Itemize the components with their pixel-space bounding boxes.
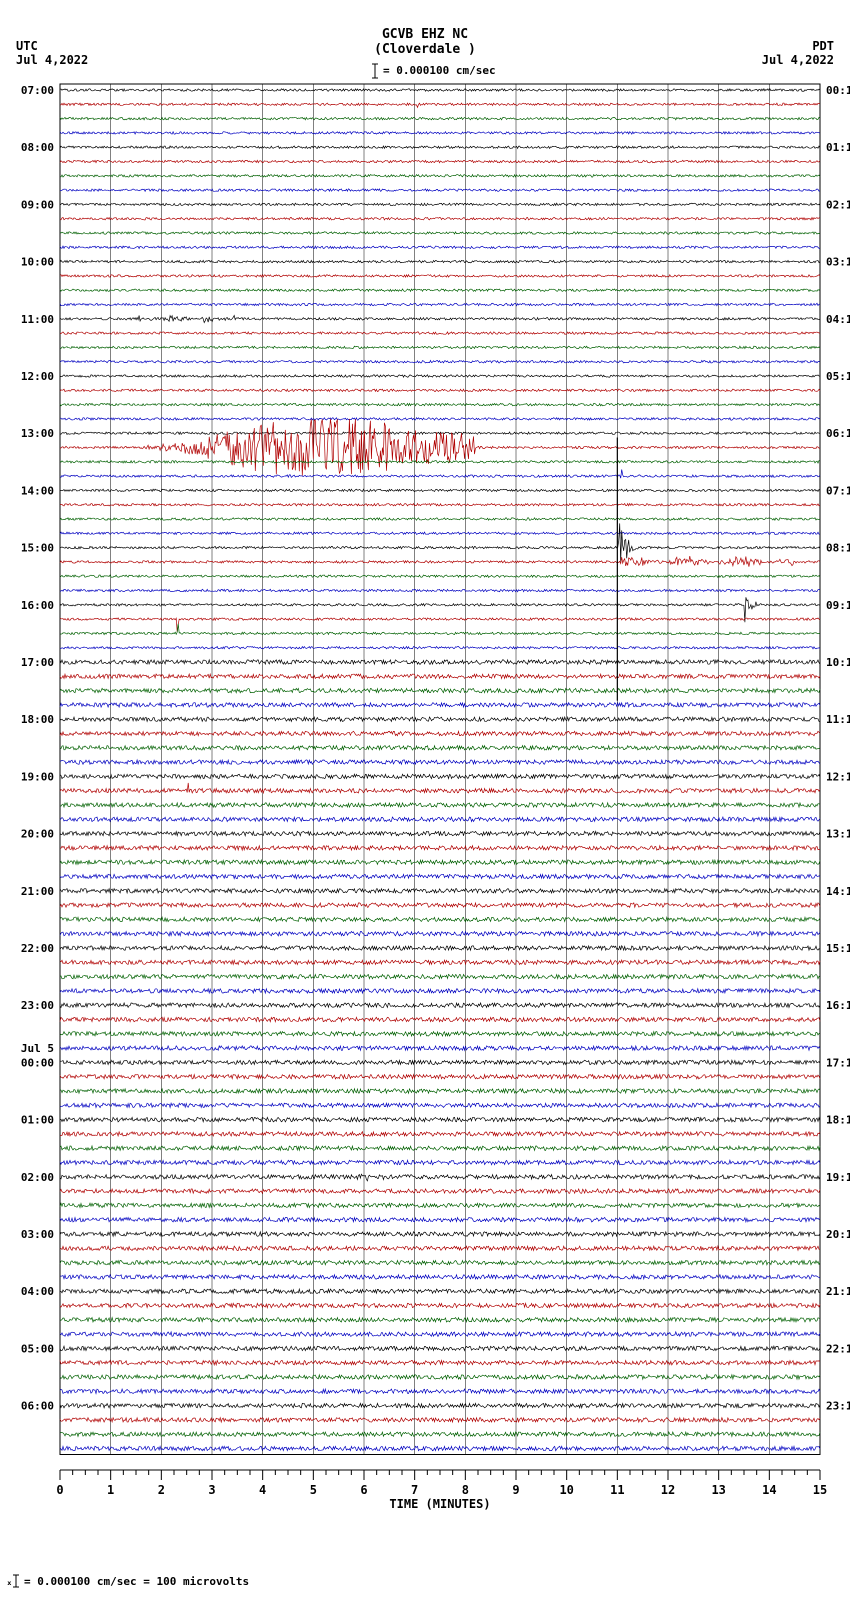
right-tz: PDT bbox=[812, 39, 834, 53]
pdt-time-label: 04:15 bbox=[826, 313, 850, 326]
x-tick-label: 2 bbox=[158, 1483, 165, 1497]
left-tz: UTC bbox=[16, 39, 38, 53]
x-tick-label: 12 bbox=[661, 1483, 675, 1497]
x-tick-label: 6 bbox=[360, 1483, 367, 1497]
utc-time-label: 05:00 bbox=[21, 1342, 54, 1355]
utc-time-label: 07:00 bbox=[21, 84, 54, 97]
pdt-time-label: 13:15 bbox=[826, 828, 850, 841]
x-tick-label: 4 bbox=[259, 1483, 266, 1497]
seismogram-container: GCVB EHZ NC(Cloverdale ) = 0.000100 cm/se… bbox=[0, 0, 850, 1613]
utc-time-label: 12:00 bbox=[21, 370, 54, 383]
x-tick-label: 13 bbox=[711, 1483, 725, 1497]
station-location: (Cloverdale ) bbox=[374, 42, 476, 57]
pdt-time-label: 15:15 bbox=[826, 942, 850, 955]
footer-scale: = 0.000100 cm/sec = 100 microvolts bbox=[24, 1575, 249, 1588]
pdt-time-label: 19:15 bbox=[826, 1171, 850, 1184]
utc-time-label: 03:00 bbox=[21, 1228, 54, 1241]
utc-time-label: 21:00 bbox=[21, 885, 54, 898]
x-tick-label: 11 bbox=[610, 1483, 624, 1497]
pdt-time-label: 01:15 bbox=[826, 141, 850, 154]
utc-time-label: 09:00 bbox=[21, 198, 54, 211]
pdt-time-label: 21:15 bbox=[826, 1285, 850, 1298]
utc-time-label: Jul 5 bbox=[21, 1042, 54, 1055]
utc-time-label: 14:00 bbox=[21, 484, 54, 497]
utc-time-label: 10:00 bbox=[21, 256, 54, 269]
utc-time-label: 08:00 bbox=[21, 141, 54, 154]
utc-time-label: 20:00 bbox=[21, 828, 54, 841]
pdt-time-label: 05:15 bbox=[826, 370, 850, 383]
x-tick-label: 10 bbox=[559, 1483, 573, 1497]
pdt-time-label: 23:15 bbox=[826, 1400, 850, 1413]
utc-time-label: 18:00 bbox=[21, 713, 54, 726]
utc-time-label: 19:00 bbox=[21, 770, 54, 783]
pdt-time-label: 11:15 bbox=[826, 713, 850, 726]
right-date: Jul 4,2022 bbox=[762, 53, 834, 67]
pdt-time-label: 02:15 bbox=[826, 198, 850, 211]
pdt-time-label: 17:15 bbox=[826, 1056, 850, 1069]
pdt-time-label: 20:15 bbox=[826, 1228, 850, 1241]
pdt-time-label: 18:15 bbox=[826, 1114, 850, 1127]
pdt-time-label: 00:15 bbox=[826, 84, 850, 97]
pdt-time-label: 10:15 bbox=[826, 656, 850, 669]
utc-time-label: 06:00 bbox=[21, 1400, 54, 1413]
x-axis-label: TIME (MINUTES) bbox=[389, 1497, 490, 1511]
utc-time-label: 17:00 bbox=[21, 656, 54, 669]
utc-time-label: 16:00 bbox=[21, 599, 54, 612]
pdt-time-label: 03:15 bbox=[826, 256, 850, 269]
x-tick-label: 1 bbox=[107, 1483, 114, 1497]
x-tick-label: 3 bbox=[208, 1483, 215, 1497]
x-tick-label: 8 bbox=[462, 1483, 469, 1497]
pdt-time-label: 08:15 bbox=[826, 542, 850, 555]
x-tick-label: 5 bbox=[310, 1483, 317, 1497]
left-date: Jul 4,2022 bbox=[16, 53, 88, 67]
pdt-time-label: 16:15 bbox=[826, 999, 850, 1012]
utc-time-label: 01:00 bbox=[21, 1114, 54, 1127]
utc-time-label: 00:00 bbox=[21, 1056, 54, 1069]
pdt-time-label: 07:15 bbox=[826, 484, 850, 497]
pdt-time-label: 14:15 bbox=[826, 885, 850, 898]
pdt-time-label: 12:15 bbox=[826, 770, 850, 783]
x-tick-label: 7 bbox=[411, 1483, 418, 1497]
x-tick-label: 9 bbox=[512, 1483, 519, 1497]
svg-text:ₓ: ₓ bbox=[6, 1575, 13, 1588]
utc-time-label: 23:00 bbox=[21, 999, 54, 1012]
x-tick-label: 15 bbox=[813, 1483, 827, 1497]
x-tick-label: 14 bbox=[762, 1483, 776, 1497]
utc-time-label: 11:00 bbox=[21, 313, 54, 326]
utc-time-label: 15:00 bbox=[21, 542, 54, 555]
station-code: GCVB EHZ NC bbox=[382, 27, 468, 42]
pdt-time-label: 09:15 bbox=[826, 599, 850, 612]
utc-time-label: 02:00 bbox=[21, 1171, 54, 1184]
scale-text: = 0.000100 cm/sec bbox=[383, 64, 496, 77]
utc-time-label: 22:00 bbox=[21, 942, 54, 955]
pdt-time-label: 22:15 bbox=[826, 1342, 850, 1355]
seismogram-chart: GCVB EHZ NC(Cloverdale ) = 0.000100 cm/se… bbox=[0, 0, 850, 1613]
x-tick-label: 0 bbox=[56, 1483, 63, 1497]
utc-time-label: 13:00 bbox=[21, 427, 54, 440]
utc-time-label: 04:00 bbox=[21, 1285, 54, 1298]
pdt-time-label: 06:15 bbox=[826, 427, 850, 440]
